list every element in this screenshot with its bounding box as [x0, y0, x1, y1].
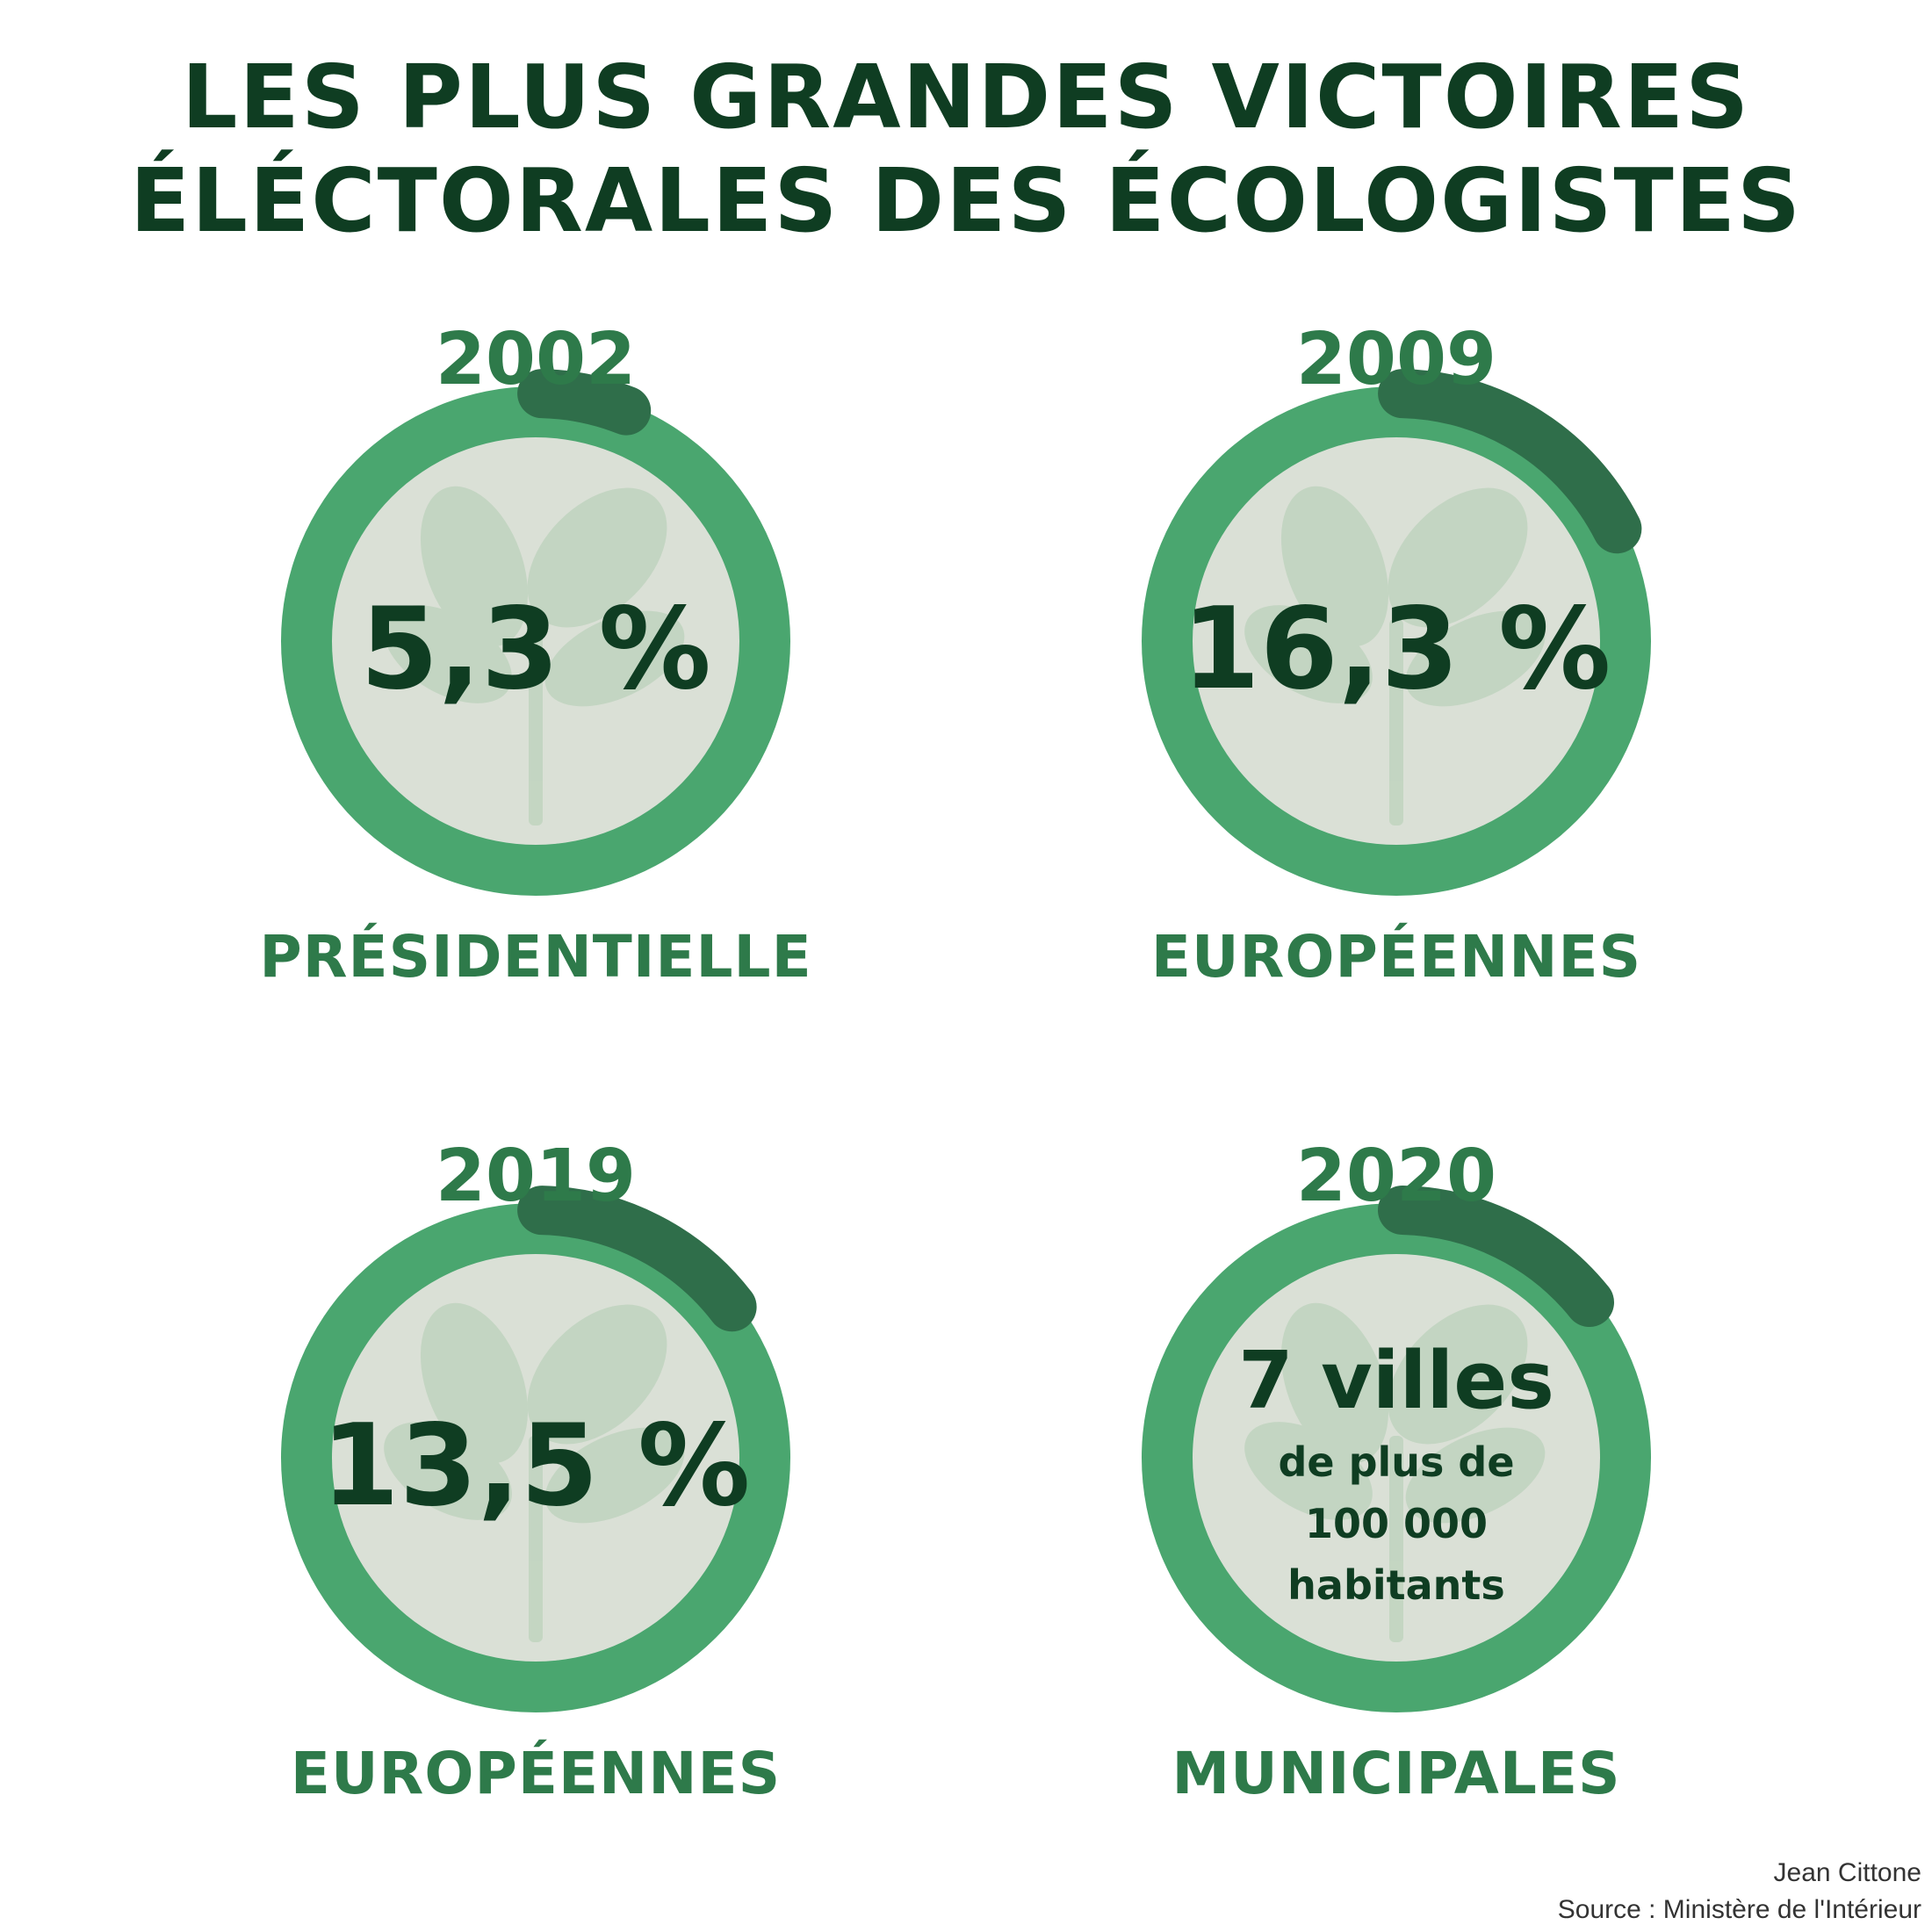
election-type-label: MUNICIPALES [1171, 1740, 1621, 1807]
progress-ring [281, 1186, 790, 1712]
card-2020-municipales: 2020 7 villes de plus de 100 000 habitan… [1045, 1137, 1748, 1892]
percentage-value: 16,3 % [1181, 584, 1611, 715]
percentage-value: 13,5 % [321, 1401, 751, 1532]
year-label: 2020 [1295, 1135, 1497, 1218]
card-2009-europeennes: 2009 16,3 % EUROPÉENNES [1045, 321, 1748, 1076]
author-credit: Jean Cittone [1773, 1858, 1921, 1887]
progress-ring [1142, 369, 1651, 896]
progress-arc [517, 369, 652, 436]
ring-inner [1193, 437, 1600, 845]
ring-inner [332, 1254, 739, 1662]
year-label: 2019 [435, 1135, 637, 1218]
progress-arc [517, 1186, 757, 1332]
progress-arc [1378, 1186, 1614, 1327]
cities-description-line-2: 100 000 [1304, 1500, 1489, 1547]
title-line-2: ÉLÉCTORALES DES ÉCOLOGISTES [129, 149, 1803, 252]
cities-description-line-1: de plus de [1278, 1438, 1515, 1486]
sprout-icon [1244, 1302, 1546, 1642]
page-title: LES PLUS GRANDES VICTOIRES ÉLÉCTORALES D… [0, 46, 1932, 253]
cities-count-value: 7 villes [1238, 1335, 1554, 1427]
progress-ring [281, 369, 790, 896]
election-type-label: EUROPÉENNES [290, 1740, 782, 1807]
sprout-icon [384, 486, 685, 825]
sprout-icon [1244, 486, 1546, 825]
card-2019-europeennes: 2019 13,5 % EUROPÉENNES [184, 1137, 887, 1892]
source-credit: Source : Ministère de l'Intérieur [1557, 1895, 1921, 1924]
progress-ring [1142, 1186, 1651, 1712]
title-line-1: LES PLUS GRANDES VICTOIRES [181, 46, 1751, 148]
year-label: 2002 [435, 318, 637, 401]
ring-inner [332, 437, 739, 845]
card-2002-presidentielle: 2002 5,3 % PRÉSIDENTIELLE [184, 321, 887, 1076]
election-type-label: PRÉSIDENTIELLE [259, 923, 812, 991]
ring-inner [1193, 1254, 1600, 1662]
percentage-value: 5,3 % [360, 584, 711, 715]
year-label: 2009 [1295, 318, 1497, 401]
cities-description-line-3: habitants [1287, 1561, 1505, 1609]
sprout-icon [384, 1302, 685, 1642]
election-type-label: EUROPÉENNES [1150, 923, 1642, 991]
progress-arc [1378, 369, 1642, 554]
